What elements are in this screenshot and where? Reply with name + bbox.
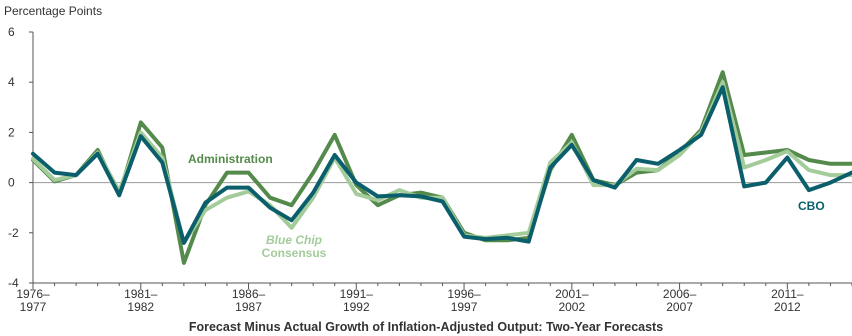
annotation-administration: Administration	[188, 152, 273, 166]
x-tick-label-bottom: 2012	[774, 300, 801, 314]
series-blue-chip-consensus	[31, 80, 852, 245]
chart-title: Forecast Minus Actual Growth of Inflatio…	[189, 320, 663, 334]
y-tick-label: -2	[8, 226, 19, 240]
x-tick-label-top: 2001–	[555, 287, 589, 301]
y-tick-label: 2	[8, 125, 15, 139]
x-tick-label-bottom: 1992	[343, 300, 370, 314]
x-tick-label-bottom: 2002	[558, 300, 585, 314]
y-axis: 6 4 2 0 -2 -4	[8, 25, 34, 290]
annotation-blue-chip: Blue Chip Consensus	[262, 233, 327, 260]
annotation-cbo: CBO	[798, 199, 825, 213]
x-tick-label-bottom: 1977	[20, 300, 47, 314]
x-tick-label-bottom: 2007	[666, 300, 693, 314]
y-tick-label: 6	[8, 25, 15, 39]
x-tick-label-top: 1986–	[232, 287, 266, 301]
x-tick-label-top: 1981–	[124, 287, 158, 301]
x-tick-label-top: 1976–	[16, 287, 50, 301]
annotation-cbo-label: CBO	[798, 199, 825, 213]
x-tick-label-bottom: 1982	[127, 300, 154, 314]
annotation-blue-chip-line1: Blue Chip	[266, 233, 322, 247]
y-axis-label: Percentage Points	[4, 4, 102, 18]
series-lines	[31, 70, 852, 265]
series-cbo	[31, 85, 852, 245]
x-axis: 1976–1977 1981–1982 1986–1987 1991–1992 1996…	[16, 182, 852, 314]
y-tick-label: -4	[8, 276, 19, 290]
x-tick-label-bottom: 1997	[451, 300, 478, 314]
x-tick-label-top: 1996–	[447, 287, 481, 301]
x-tick-label-top: 2011–	[771, 287, 804, 301]
y-tick-label: 0	[8, 176, 15, 190]
x-tick-label-top: 1991–	[340, 287, 374, 301]
x-tick-label-top: 2006–	[663, 287, 697, 301]
x-tick-label-bottom: 1987	[235, 300, 262, 314]
annotation-blue-chip-line2: Consensus	[262, 246, 327, 260]
y-tick-label: 4	[8, 75, 15, 89]
annotation-administration-label: Administration	[188, 152, 273, 166]
